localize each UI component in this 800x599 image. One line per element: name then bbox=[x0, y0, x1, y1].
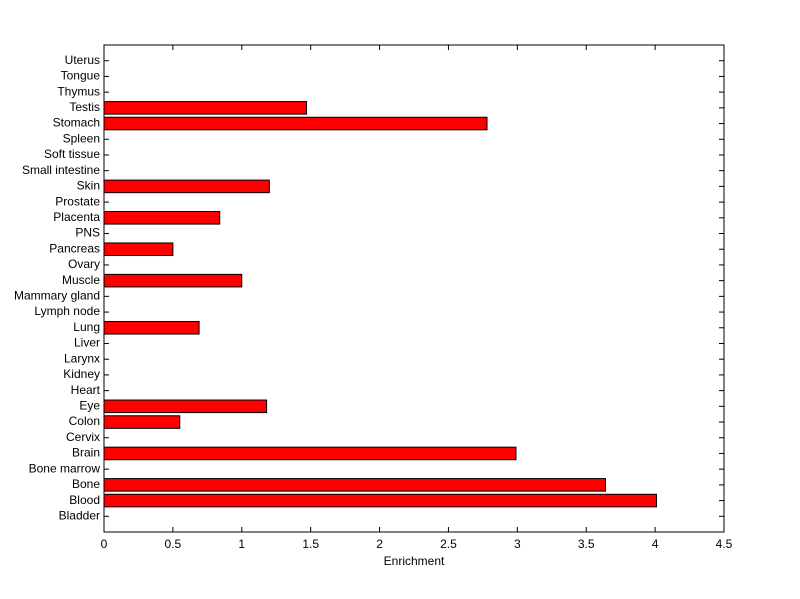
y-tick-label: Muscle bbox=[62, 273, 100, 287]
y-tick-label: Mammary gland bbox=[14, 289, 100, 303]
bar bbox=[103, 179, 270, 194]
bar bbox=[103, 101, 308, 115]
y-tick-label: Prostate bbox=[55, 194, 100, 208]
bar bbox=[103, 415, 181, 429]
y-tick-label: Uterus bbox=[65, 53, 100, 67]
y-tick-label: Lung bbox=[73, 320, 100, 334]
plot-frame bbox=[103, 44, 725, 533]
y-tick-label: Testis bbox=[69, 100, 100, 114]
x-tick-label: 4 bbox=[652, 537, 659, 551]
bar bbox=[103, 493, 657, 508]
y-tick-label: Colon bbox=[69, 414, 100, 428]
x-tick-label: 0.5 bbox=[165, 537, 182, 551]
y-tick-label: Eye bbox=[79, 398, 100, 412]
y-tick-label: Heart bbox=[71, 383, 101, 397]
bar bbox=[103, 273, 243, 288]
y-tick-label: Liver bbox=[74, 336, 100, 350]
y-tick-label: Brain bbox=[72, 446, 100, 460]
x-tick-label: 1.5 bbox=[302, 537, 319, 551]
y-tick-label: Thymus bbox=[57, 84, 100, 98]
bar bbox=[103, 116, 488, 131]
y-tick-label: Placenta bbox=[53, 210, 100, 224]
bar bbox=[103, 320, 200, 335]
y-tick-label: PNS bbox=[75, 226, 100, 240]
x-axis-label: Enrichment bbox=[384, 554, 445, 568]
y-tick-label: Tongue bbox=[61, 69, 101, 83]
y-tick-label: Kidney bbox=[63, 367, 100, 381]
bar bbox=[103, 399, 268, 414]
y-tick-label: Ovary bbox=[68, 257, 100, 271]
x-tick-label: 3.5 bbox=[578, 537, 595, 551]
y-tick-label: Larynx bbox=[64, 351, 100, 365]
x-tick-label: 4.5 bbox=[716, 537, 733, 551]
y-tick-label: Lymph node bbox=[34, 304, 100, 318]
x-tick-label: 1 bbox=[238, 537, 245, 551]
y-tick-label: Small intestine bbox=[22, 163, 100, 177]
y-tick-label: Pancreas bbox=[49, 241, 100, 255]
y-tick-label: Cervix bbox=[66, 430, 100, 444]
y-tick-label: Skin bbox=[77, 179, 100, 193]
bar bbox=[103, 478, 607, 492]
y-tick-label: Bone bbox=[72, 477, 100, 491]
x-tick-label: 2 bbox=[376, 537, 383, 551]
y-tick-label: Soft tissue bbox=[44, 147, 100, 161]
y-tick-label: Bone marrow bbox=[29, 461, 101, 475]
y-tick-label: Stomach bbox=[53, 116, 100, 130]
x-tick-label: 0 bbox=[101, 537, 108, 551]
x-tick-label: 3 bbox=[514, 537, 521, 551]
x-tick-label: 2.5 bbox=[440, 537, 457, 551]
bar bbox=[103, 446, 517, 461]
y-tick-label: Bladder bbox=[59, 508, 100, 522]
bar bbox=[103, 211, 221, 225]
y-tick-label: Blood bbox=[69, 493, 100, 507]
bar bbox=[103, 242, 174, 257]
y-tick-label: Spleen bbox=[63, 131, 100, 145]
